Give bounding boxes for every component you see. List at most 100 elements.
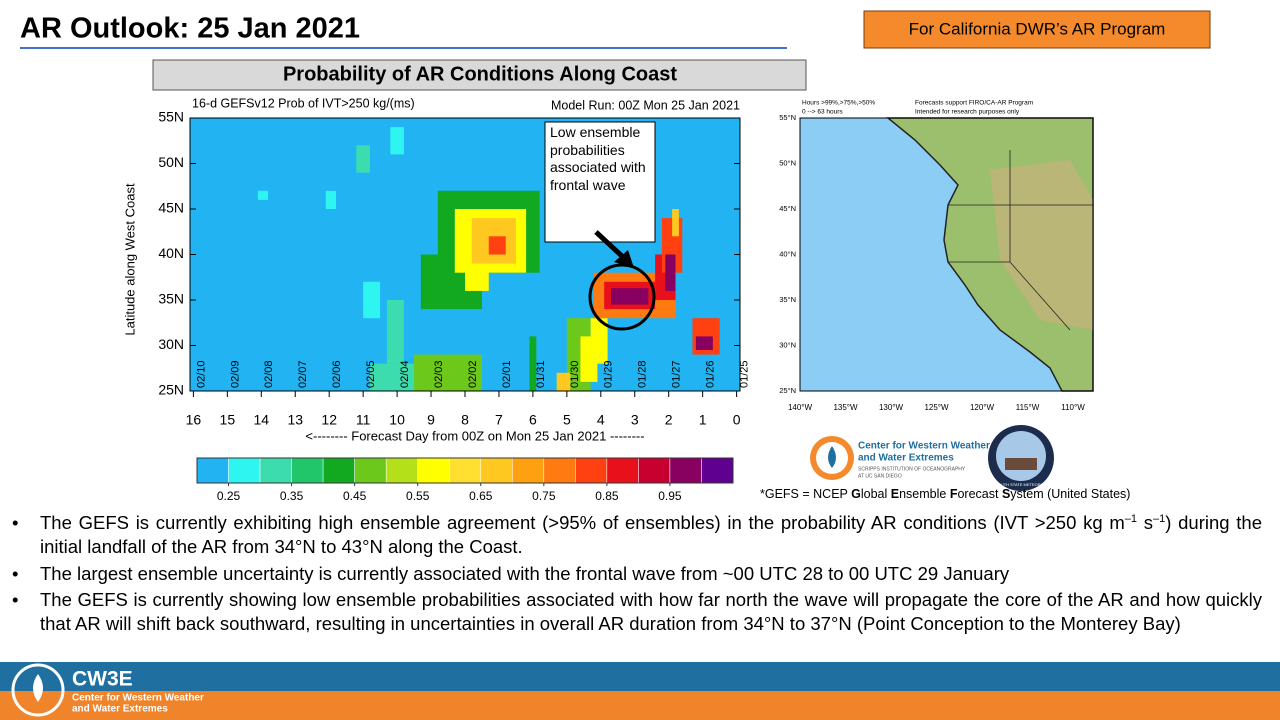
colorbar-box [606, 457, 639, 484]
annotation-box [544, 121, 656, 243]
x-axis-label: <-------- Forecast Day from 00Z on Mon 2… [305, 428, 644, 443]
colorbar-box [669, 457, 702, 484]
heat-cell [529, 336, 537, 391]
heat-cell [695, 336, 713, 351]
x-tick-label: 3 [631, 412, 639, 428]
x-tick-label: 0 [733, 412, 741, 428]
map-lon-label: 140°W [788, 403, 813, 412]
logo-drop [828, 446, 836, 468]
date-label: 02/03 [433, 360, 445, 388]
map-lat-label: 30°N [779, 340, 796, 349]
bullet-text: The GEFS is currently showing low ensemb… [40, 589, 1262, 634]
panel-title: Probability of AR Conditions Along Coast [283, 63, 677, 85]
colorbar-box [543, 457, 576, 484]
footnote-part: ystem (United States) [1010, 487, 1131, 501]
annotation-circle [588, 263, 656, 331]
footnote-part: lobal [860, 487, 891, 501]
map-frame [799, 117, 1094, 392]
map-lon-label: 120°W [970, 403, 995, 412]
colorbar-label: 0.95 [658, 489, 682, 503]
coast-map: 55°N 50°N 45°N 40°N 35°N 30°N 25°N 140°W 135°W 13… [779, 100, 1094, 412]
chart-title: 16-d GEFSv12 Prob of IVT>250 kg/(ms) [192, 96, 415, 110]
colorbar-box [480, 457, 513, 484]
heat-cell [465, 263, 489, 291]
map-lat-label: 50°N [779, 158, 796, 167]
date-label: 02/08 [263, 360, 275, 388]
heat-cell [390, 127, 404, 155]
y-tick-label: 40N [158, 245, 184, 261]
map-lon-label: 115°W [1016, 403, 1040, 412]
annotation-holder: Low ensemble probabilities associated wi… [550, 124, 646, 193]
psu-building [1005, 458, 1037, 470]
footnote: *GEFS = NCEP Global Ensemble Forecast Sy… [760, 487, 1130, 501]
y-tick-label: 45N [158, 200, 184, 216]
date-label: 02/06 [331, 360, 343, 388]
map-lon-label: 130°W [879, 403, 904, 412]
date-label: 01/28 [637, 360, 649, 388]
x-tick-label: 16 [186, 412, 202, 428]
footnote-bold: S [1001, 487, 1011, 501]
x-tick-label: 14 [254, 412, 270, 428]
logo-text: Center for Western Weather [858, 441, 990, 452]
heat-cell [665, 254, 676, 291]
bullet: The largest ensemble uncertainty is curr… [12, 562, 1262, 586]
x-tick-label: 1 [699, 412, 707, 428]
psu-inner [996, 431, 1046, 481]
footer-logo-drop [33, 674, 43, 702]
heat-cell [672, 209, 679, 237]
heat-cell [356, 145, 370, 173]
footnote-part: nsemble [899, 487, 950, 501]
map-lat-label: 40°N [779, 249, 796, 258]
superscript: –1 [1153, 512, 1166, 525]
colorbar-box [354, 457, 387, 484]
map-lon-label: 110°W [1061, 403, 1085, 412]
heat-cell [325, 190, 336, 209]
map-lat-label: 35°N [779, 295, 796, 304]
annotation-arrowhead [614, 250, 634, 268]
colorbar-label: 0.75 [532, 489, 556, 503]
footnote-bold: G [851, 487, 861, 501]
footnote-bold: F [949, 487, 958, 501]
footer-bottom [0, 691, 1280, 720]
date-label: 01/30 [569, 360, 581, 388]
tag-box [863, 10, 1211, 49]
date-label: 02/07 [297, 360, 309, 388]
colorbar-box [196, 457, 229, 484]
date-label: 02/09 [229, 360, 241, 388]
psu-logo: PLYMOUTH STATE METEOROLOGY [987, 425, 1055, 491]
footer-line: Center for Western Weather [72, 693, 204, 704]
y-tick-label: 35N [158, 291, 184, 307]
x-tick-label: 6 [529, 412, 537, 428]
colorbar-label: 0.85 [595, 489, 619, 503]
x-tick-label: 4 [597, 412, 605, 428]
map-lat-label: 25°N [779, 386, 796, 395]
date-label: 02/02 [467, 360, 479, 388]
chart-subtitle: Model Run: 00Z Mon 25 Jan 2021 [551, 98, 740, 112]
bullet-text: ) during the initial landfall of the AR … [40, 512, 1262, 557]
date-label: 01/29 [603, 360, 615, 388]
heat-cell [590, 318, 608, 364]
footnote-part: *GEFS = NCEP [760, 487, 852, 501]
x-tick-label: 8 [461, 412, 469, 428]
logo-text: and Water Extremes [858, 453, 954, 464]
colorbar-box [448, 457, 482, 484]
bullet-text: The largest ensemble uncertainty is curr… [40, 563, 1010, 584]
x-tick-label: 7 [495, 412, 503, 428]
map-lon-label: 135°W [833, 403, 858, 412]
x-tick-label: 2 [665, 412, 673, 428]
land-highlands [990, 160, 1093, 330]
logo-subtext: AT UC SAN DIEGO [858, 473, 902, 479]
superscript: –1 [1124, 512, 1138, 525]
y-tick-label: 25N [158, 382, 184, 398]
bullet: The GEFS is currently showing low ensemb… [12, 588, 1262, 636]
colorbar-label: 0.65 [469, 489, 493, 503]
x-tick-label: 5 [563, 412, 571, 428]
date-label: 01/27 [671, 360, 683, 388]
borders [948, 150, 1093, 331]
colorbar-box [701, 457, 734, 484]
heatmap-chart: 25N30N35N40N45N50N55N1602/101502/091402/… [122, 96, 750, 503]
colorbar-box [259, 457, 292, 484]
footnote-bold: E [890, 487, 900, 501]
